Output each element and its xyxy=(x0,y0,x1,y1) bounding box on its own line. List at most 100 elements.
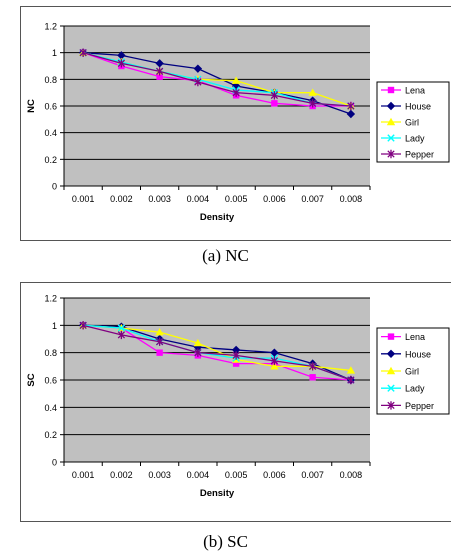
y-tick-label: 0.6 xyxy=(44,376,57,386)
legend: Lena House Girl Lady Pepper xyxy=(376,327,450,415)
x-tick-label: 0.005 xyxy=(225,194,248,204)
x-tick-label: 0.007 xyxy=(301,194,324,204)
data-point xyxy=(232,88,240,97)
y-tick-label: 0.2 xyxy=(44,155,57,165)
data-point xyxy=(79,48,87,57)
y-tick-label: 0.4 xyxy=(44,403,57,413)
caption-nc: (a) NC xyxy=(202,246,249,265)
data-point xyxy=(308,88,317,96)
y-tick-label: 0 xyxy=(52,182,57,192)
data-point xyxy=(117,51,126,60)
legend-label-lady: Lady xyxy=(405,134,425,144)
data-point xyxy=(193,343,203,352)
y-tick-label: 1.2 xyxy=(44,294,57,304)
nc-chart: 0 0.2 0.4 0.6 0.8 1 1.2 0.001 0.002 0.003 0.004 0.0… xyxy=(26,22,450,223)
x-tick-label: 0.007 xyxy=(301,470,324,480)
legend-label-house: House xyxy=(405,102,431,112)
x-tick-label: 0.006 xyxy=(263,470,286,480)
data-point xyxy=(117,330,126,340)
legend-marker xyxy=(386,349,396,358)
data-point xyxy=(270,348,279,357)
y-tick-label: 0 xyxy=(52,458,57,468)
legend-label-girl: Girl xyxy=(405,367,419,377)
legend: Lena House Girl Lady Pepper xyxy=(376,81,450,163)
data-point xyxy=(117,59,126,68)
data-point xyxy=(194,77,202,87)
data-point xyxy=(346,366,356,374)
data-point xyxy=(79,321,87,330)
series-line xyxy=(83,324,351,381)
series-pepper xyxy=(79,48,355,111)
y-tick-label: 0.8 xyxy=(44,348,57,358)
legend-label-girl: Girl xyxy=(405,118,419,128)
data-point xyxy=(346,109,356,119)
x-tick-label: 0.006 xyxy=(263,194,286,204)
data-point xyxy=(155,67,164,76)
series-line xyxy=(83,52,352,115)
legend-label-lena: Lena xyxy=(405,332,425,342)
x-tick-label: 0.003 xyxy=(148,470,171,480)
x-tick-label: 0.004 xyxy=(187,194,210,204)
data-point xyxy=(309,374,316,381)
legend-marker xyxy=(386,117,396,126)
data-point xyxy=(193,64,203,73)
y-tick-label: 1.2 xyxy=(44,22,57,32)
legend-marker xyxy=(387,401,395,410)
data-point xyxy=(308,99,317,108)
legend-marker xyxy=(387,134,395,142)
y-tick-label: 0.4 xyxy=(44,128,57,138)
y-axis-title: SC xyxy=(26,373,37,386)
data-point xyxy=(232,360,240,367)
x-tick-label: 0.008 xyxy=(340,194,363,204)
legend-label-lena: Lena xyxy=(405,86,425,96)
y-tick-label: 1 xyxy=(52,321,57,331)
x-tick-label: 0.002 xyxy=(110,194,133,204)
y-tick-label: 0.6 xyxy=(44,102,57,112)
data-point xyxy=(270,362,279,370)
legend-marker xyxy=(387,86,395,94)
y-tick-label: 0.8 xyxy=(44,75,57,85)
data-point xyxy=(270,91,279,100)
data-point xyxy=(155,337,164,346)
y-axis-title: NC xyxy=(26,99,37,113)
x-axis-title: Density xyxy=(200,488,235,499)
y-tick-label: 0.2 xyxy=(44,430,57,440)
legend-marker xyxy=(387,333,395,340)
data-point xyxy=(347,375,355,385)
data-point xyxy=(271,100,278,107)
data-point xyxy=(156,349,163,356)
legend-marker xyxy=(387,384,395,392)
data-point xyxy=(156,73,163,80)
data-point xyxy=(155,59,164,68)
data-point xyxy=(231,81,241,91)
x-tick-label: 0.001 xyxy=(72,194,95,204)
data-point xyxy=(232,351,240,360)
data-point xyxy=(193,338,203,347)
data-point xyxy=(231,76,241,84)
series-line xyxy=(82,52,351,107)
caption-sc: (b) SC xyxy=(203,532,248,551)
x-tick-label: 0.004 xyxy=(187,470,210,480)
x-axis-title: Density xyxy=(200,212,235,223)
legend-marker xyxy=(386,101,396,111)
sc-chart: 0 0.2 0.4 0.6 0.8 1 1.2 0.001 0.002 0.003 0.004 0.0… xyxy=(26,294,450,499)
series-pepper xyxy=(79,321,355,385)
data-point xyxy=(194,348,202,357)
data-point xyxy=(270,356,279,366)
y-tick-label: 1 xyxy=(52,48,57,58)
data-point xyxy=(308,362,317,371)
data-point xyxy=(117,324,126,332)
series-line xyxy=(82,324,352,381)
legend-label-lady: Lady xyxy=(405,384,425,394)
data-point xyxy=(347,101,355,111)
legend-marker xyxy=(386,366,396,375)
x-tick-label: 0.002 xyxy=(110,470,133,480)
legend-label-pepper: Pepper xyxy=(405,401,434,411)
x-tick-label: 0.008 xyxy=(340,470,363,480)
data-point xyxy=(155,327,164,336)
x-tick-label: 0.001 xyxy=(72,470,95,480)
legend-label-house: House xyxy=(405,349,431,359)
x-tick-label: 0.005 xyxy=(225,470,248,480)
legend-marker xyxy=(387,149,395,159)
x-tick-label: 0.003 xyxy=(148,194,171,204)
